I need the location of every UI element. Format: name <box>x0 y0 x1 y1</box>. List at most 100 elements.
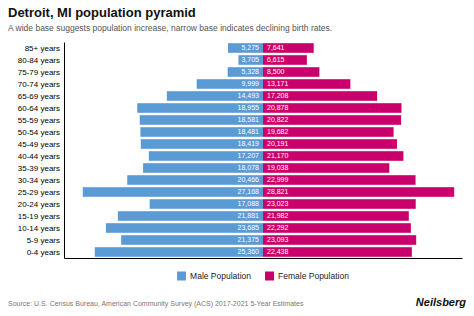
x-axis-line <box>65 258 463 259</box>
separators <box>64 54 462 246</box>
data-label: 28,821 <box>267 188 289 195</box>
y-tick: 60-64 years <box>18 104 60 113</box>
bar <box>167 91 263 101</box>
data-label: 21,375 <box>238 236 260 243</box>
separator <box>64 162 462 163</box>
bar <box>263 91 377 101</box>
bars <box>64 43 462 257</box>
data-label: 5,275 <box>241 44 259 51</box>
y-tick: 80-84 years <box>18 56 60 65</box>
title: Detroit, MI population pyramid <box>8 5 196 20</box>
data-label: 25,360 <box>238 248 260 255</box>
x-axis <box>65 258 463 259</box>
data-label: 20,191 <box>267 140 289 147</box>
bar <box>263 187 454 197</box>
data-labels: 25,36021,37523,68521,88117,08827,16820,4… <box>238 44 289 255</box>
separator <box>64 78 462 79</box>
separator <box>64 234 462 235</box>
data-label: 21,170 <box>267 152 289 159</box>
data-label: 17,088 <box>238 200 260 207</box>
separator <box>64 114 462 115</box>
bar <box>149 151 263 161</box>
data-label: 17,208 <box>267 92 289 99</box>
data-label: 22,999 <box>267 176 289 183</box>
data-label: 19,682 <box>267 128 289 135</box>
legend-item: Male Population <box>177 271 251 281</box>
y-tick-label: 15-19 years <box>18 212 60 221</box>
bar <box>263 139 397 149</box>
bar <box>263 211 409 221</box>
y-tick: 70-74 years <box>18 80 60 89</box>
bar <box>263 175 416 185</box>
data-label: 21,982 <box>267 212 289 219</box>
y-tick: 20-24 years <box>18 200 60 209</box>
bar <box>106 223 263 233</box>
y-tick-label: 70-74 years <box>18 80 60 89</box>
y-tick: 45-49 years <box>18 140 60 149</box>
data-label: 20,822 <box>267 116 289 123</box>
y-tick-label: 80-84 years <box>18 56 60 65</box>
y-tick: 55-59 years <box>18 116 60 125</box>
y-tick-label: 25-29 years <box>18 188 60 197</box>
data-label: 19,038 <box>267 164 289 171</box>
y-tick: 35-39 years <box>18 164 60 173</box>
bar <box>228 43 263 53</box>
y-tick: 25-29 years <box>18 188 60 197</box>
bar <box>137 103 263 113</box>
y-tick: 85+ years <box>25 44 60 53</box>
y-tick-label: 85+ years <box>25 44 60 53</box>
y-tick: 50-54 years <box>18 128 60 137</box>
data-label: 5,328 <box>241 68 259 75</box>
bar <box>197 79 263 89</box>
data-label: 14,493 <box>238 92 260 99</box>
data-label: 18,581 <box>238 116 260 123</box>
data-label: 7,641 <box>267 44 285 51</box>
y-tick-label: 0-4 years <box>27 248 60 257</box>
legend-label: Female Population <box>278 271 349 281</box>
y-tick: 0-4 years <box>27 248 60 257</box>
bar <box>263 247 412 257</box>
y-axis: 0-4 years 5-9 years 10-14 years 15-19 years… <box>18 43 65 259</box>
bar <box>127 175 263 185</box>
data-label: 20,878 <box>267 104 289 111</box>
legend-item: Female Population <box>265 271 349 281</box>
bar <box>95 247 263 257</box>
bar <box>121 235 263 245</box>
y-tick-label: 30-34 years <box>18 176 60 185</box>
bar <box>263 43 314 53</box>
bar <box>263 163 389 173</box>
bar <box>143 163 263 173</box>
data-label: 18,481 <box>238 128 260 135</box>
data-label: 13,171 <box>267 80 289 87</box>
legend-label: Male Population <box>190 271 251 281</box>
y-tick-label: 65-69 years <box>18 92 60 101</box>
bar <box>263 55 307 65</box>
legend-swatch <box>177 272 186 281</box>
data-label: 27,168 <box>238 188 260 195</box>
separator <box>64 186 462 187</box>
separator <box>64 126 462 127</box>
y-tick: 65-69 years <box>18 92 60 101</box>
data-label: 18,419 <box>238 140 260 147</box>
chart: Detroit, MI population pyramid A wide bas… <box>0 0 474 316</box>
separator <box>64 198 462 199</box>
separator <box>64 210 462 211</box>
y-tick: 5-9 years <box>27 236 60 245</box>
data-label: 23,685 <box>238 224 260 231</box>
y-axis-line <box>64 43 65 259</box>
legend: Male Population Female Population <box>177 271 349 281</box>
bar <box>150 199 263 209</box>
separator <box>64 90 462 91</box>
separator <box>64 66 462 67</box>
y-tick: 15-19 years <box>18 212 60 221</box>
y-tick: 75-79 years <box>18 68 60 77</box>
data-label: 8,500 <box>267 68 285 75</box>
subtitle: A wide base suggests population increase… <box>8 23 332 33</box>
bar <box>141 139 263 149</box>
separator <box>64 54 462 55</box>
data-label: 18,078 <box>238 164 260 171</box>
y-tick-label: 55-59 years <box>18 116 60 125</box>
y-tick: 10-14 years <box>18 224 60 233</box>
y-tick-label: 20-24 years <box>18 200 60 209</box>
bar <box>140 115 263 125</box>
